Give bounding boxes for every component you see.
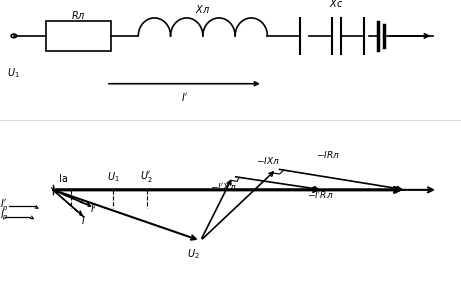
Text: $-IRл$: $-IRл$ <box>316 149 340 160</box>
Text: $I'$: $I'$ <box>90 202 98 214</box>
Text: $Xc$: $Xc$ <box>329 0 344 9</box>
Text: $-I'Rл$: $-I'Rл$ <box>307 189 333 200</box>
Text: $Rл$: $Rл$ <box>71 9 86 21</box>
Text: $Xл$: $Xл$ <box>195 3 210 15</box>
Text: $U_1$: $U_1$ <box>7 66 20 80</box>
Text: $-I'Xл$: $-I'Xл$ <box>210 181 236 192</box>
Text: $U_2$: $U_2$ <box>187 248 200 261</box>
Text: $U_2'$: $U_2'$ <box>140 169 153 184</box>
Text: Ia: Ia <box>59 174 68 184</box>
Text: $-IXл$: $-IXл$ <box>256 155 280 166</box>
Text: $I'$: $I'$ <box>181 91 188 103</box>
Text: $I_p$: $I_p$ <box>0 209 9 223</box>
Text: $I$: $I$ <box>81 214 85 226</box>
FancyBboxPatch shape <box>46 21 111 51</box>
Text: $I_p'$: $I_p'$ <box>0 197 9 213</box>
Text: $U_1$: $U_1$ <box>106 170 119 184</box>
